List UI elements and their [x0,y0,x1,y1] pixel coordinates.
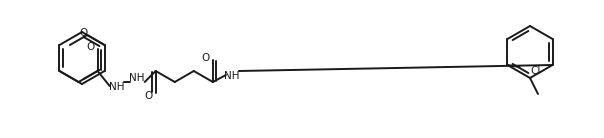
Text: O: O [202,53,210,63]
Text: O: O [79,28,88,38]
Text: Cl: Cl [530,66,541,76]
Text: O: O [86,42,95,52]
Text: NH: NH [109,82,124,92]
Text: O: O [144,91,153,101]
Text: NH: NH [129,73,144,83]
Text: NH: NH [224,71,240,81]
